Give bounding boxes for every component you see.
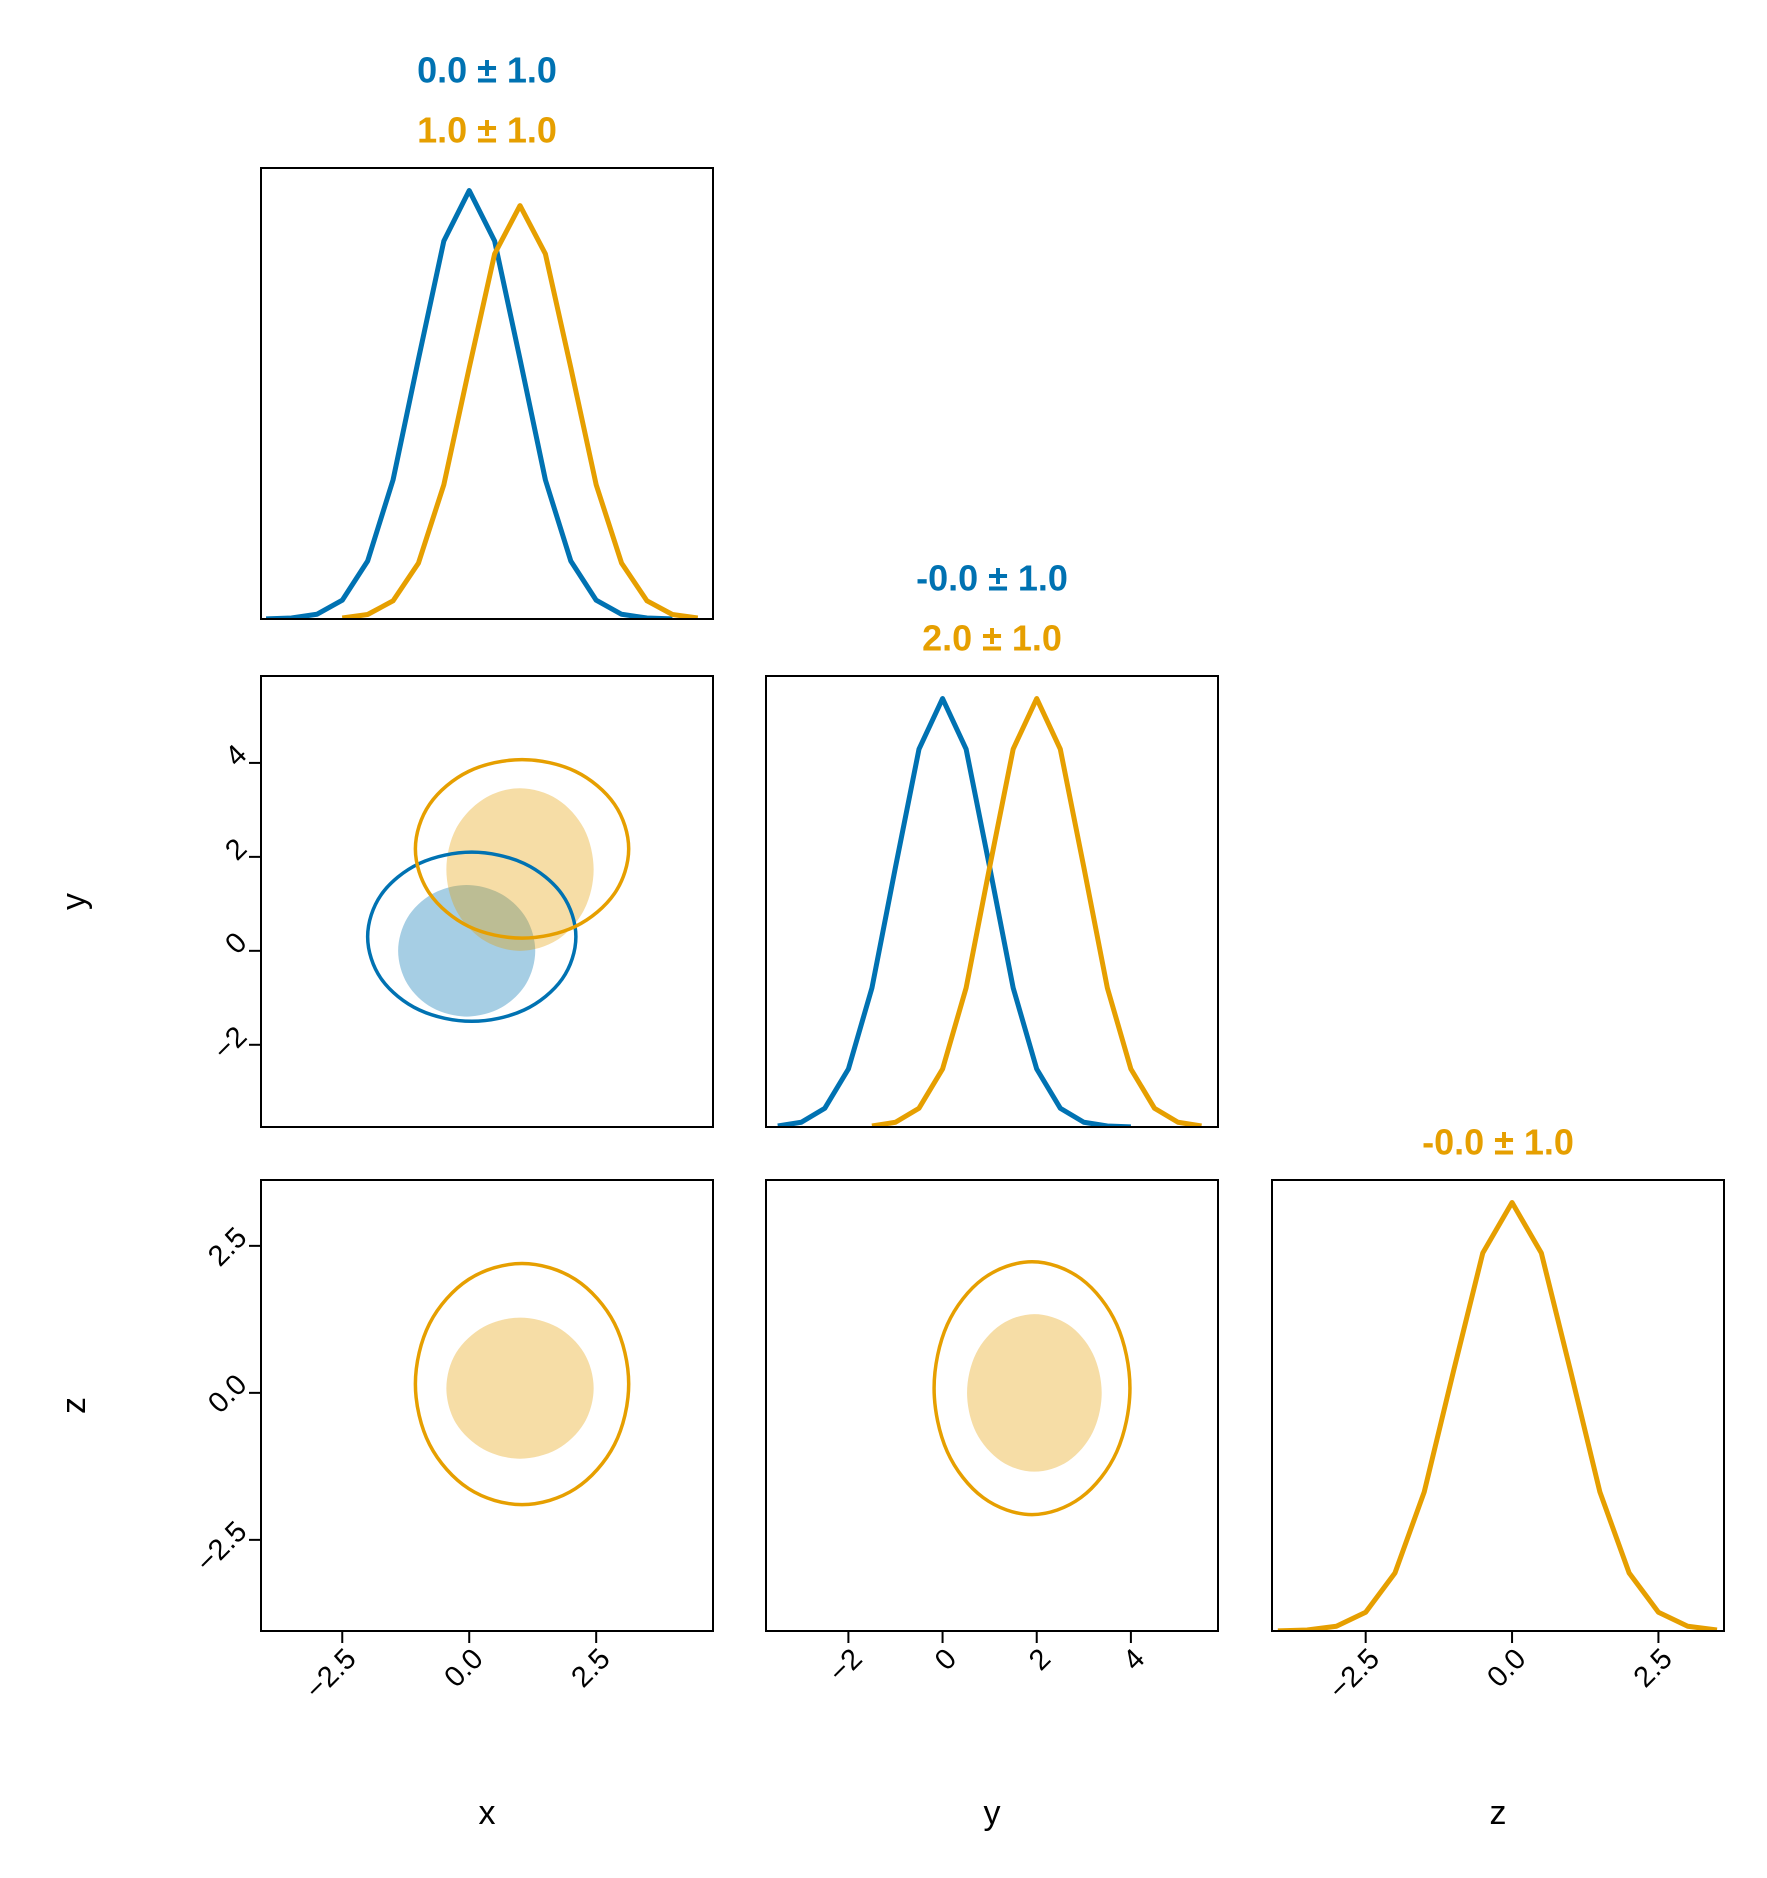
panel-frame	[260, 1179, 714, 1632]
panel	[365, 757, 631, 1024]
y-tick-label: 0	[219, 927, 253, 961]
density-line	[777, 696, 1131, 1127]
contour-fill	[446, 788, 594, 951]
x-tick-label: −2	[823, 1643, 869, 1689]
y-tick-label: 2.5	[202, 1222, 253, 1273]
x-tick-label: 2.5	[565, 1643, 616, 1694]
panel-title: 0.0 ± 1.0	[417, 50, 557, 91]
contour-fill	[398, 885, 536, 1017]
panel-title: -0.0 ± 1.0	[916, 558, 1068, 599]
density-line	[1277, 1200, 1718, 1631]
panel-frame	[260, 167, 714, 620]
y-tick-label: −2.5	[190, 1516, 253, 1579]
panel	[777, 696, 1202, 1127]
y-tick-label: 4	[219, 739, 253, 773]
density-line	[265, 188, 673, 619]
x-tick-label: 4	[1117, 1643, 1151, 1677]
panel	[1277, 1200, 1718, 1631]
y-tick-label: −2	[207, 1021, 253, 1067]
panel	[413, 1261, 631, 1507]
panel-title: 1.0 ± 1.0	[417, 110, 557, 151]
y-tick-label: 0.0	[202, 1369, 253, 1420]
contour-line	[365, 850, 578, 1024]
x-axis-label: y	[984, 1794, 1001, 1832]
y-axis-label: y	[55, 893, 93, 910]
panel-title: 2.0 ± 1.0	[922, 618, 1062, 659]
contour-line	[932, 1259, 1132, 1517]
panel	[265, 188, 699, 619]
contour-fill	[967, 1314, 1102, 1472]
y-axis-label: z	[55, 1397, 93, 1414]
contour-line	[413, 1261, 631, 1507]
panel-frame	[765, 675, 1219, 1128]
x-tick-label: −2.5	[300, 1643, 363, 1706]
density-line	[341, 203, 699, 619]
x-tick-label: 2.5	[1628, 1643, 1679, 1694]
x-tick-label: 0.0	[438, 1643, 489, 1694]
panel-frame	[260, 675, 714, 1128]
x-tick-label: −2.5	[1323, 1643, 1386, 1706]
panel-frame	[1271, 1179, 1725, 1632]
contour-fill	[446, 1317, 594, 1459]
x-axis-label: z	[1490, 1794, 1507, 1832]
x-tick-label: 0	[929, 1643, 963, 1677]
y-tick-label: 2	[219, 833, 253, 867]
x-axis-label: x	[479, 1794, 496, 1832]
contour-line	[413, 757, 631, 940]
panel-frame	[765, 1179, 1219, 1632]
x-tick-label: 0.0	[1481, 1643, 1532, 1694]
panel-title: -0.0 ± 1.0	[1422, 1122, 1574, 1163]
x-tick-label: 2	[1023, 1643, 1057, 1677]
panel	[932, 1259, 1132, 1517]
density-line	[871, 696, 1202, 1127]
